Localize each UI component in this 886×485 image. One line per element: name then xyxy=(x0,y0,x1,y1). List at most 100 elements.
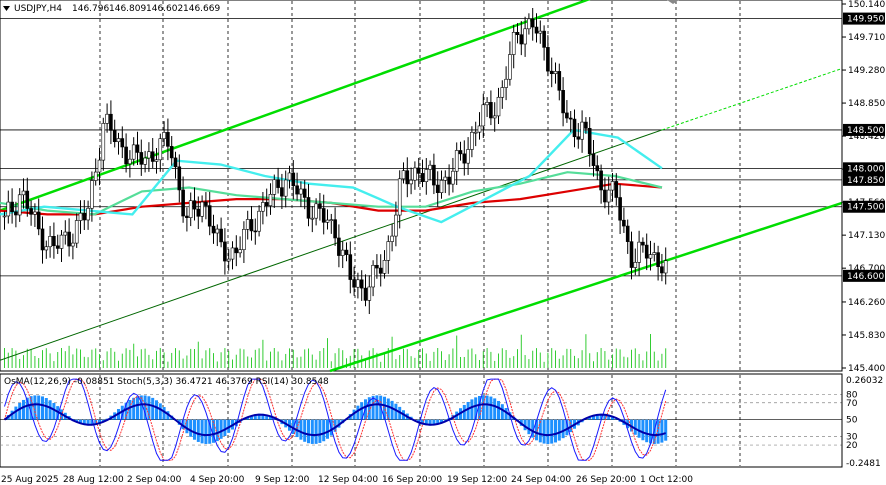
osma-bar xyxy=(554,419,557,443)
candle-body xyxy=(614,181,619,198)
candle-body xyxy=(557,71,562,91)
candle-body xyxy=(416,167,421,174)
osma-bar xyxy=(132,397,136,420)
level-label: 70 xyxy=(846,399,858,409)
candle-body xyxy=(283,179,288,197)
channel-lower-line[interactable] xyxy=(329,201,843,373)
candle-body xyxy=(511,31,516,55)
shift-marker-icon[interactable] xyxy=(667,0,679,4)
osma-bar xyxy=(79,419,82,424)
trend-channel[interactable] xyxy=(0,0,843,373)
candle-body xyxy=(226,258,231,262)
candle-body xyxy=(337,237,341,256)
osma-bar xyxy=(466,401,470,420)
osma-bar xyxy=(18,402,22,420)
osma-bar xyxy=(326,419,329,439)
time-label: 4 Sep 20:00 xyxy=(190,475,245,485)
candle-body xyxy=(466,149,470,164)
candle-body xyxy=(561,90,565,114)
candle-body xyxy=(204,201,208,206)
candle-body xyxy=(629,241,634,268)
channel-mid-line[interactable] xyxy=(0,129,663,361)
osma-bar xyxy=(417,419,421,423)
ma-fast-line xyxy=(0,128,663,224)
candle-body xyxy=(584,121,588,129)
candle-body xyxy=(295,185,299,195)
osma-bar xyxy=(333,419,337,432)
osma-bar xyxy=(219,419,223,439)
candle-body xyxy=(158,138,163,161)
candle-body xyxy=(382,260,387,274)
candle-body xyxy=(477,125,482,133)
osma-bar xyxy=(523,419,527,431)
osma-bar xyxy=(33,395,37,420)
osma-bar xyxy=(124,402,128,420)
candle-body xyxy=(166,132,170,147)
candle-body xyxy=(420,173,425,182)
candle-body xyxy=(523,28,527,45)
osma-bar xyxy=(181,419,185,430)
candle-body xyxy=(74,220,79,244)
osma-bar xyxy=(550,419,554,444)
low-price: 146.602 xyxy=(146,4,183,14)
osma-bar xyxy=(557,419,561,441)
candle-body xyxy=(462,153,467,164)
stochastic-lines xyxy=(3,378,667,461)
candle-body xyxy=(6,201,11,217)
osma-bar xyxy=(303,419,307,442)
level-label: 30 xyxy=(846,433,858,443)
candle-body xyxy=(542,30,546,48)
candle-body xyxy=(188,200,193,218)
candle-body xyxy=(299,188,303,195)
time-label: 28 Aug 12:00 xyxy=(63,475,124,485)
candle-body xyxy=(622,219,626,227)
candle-body xyxy=(154,159,159,162)
osma-bar xyxy=(101,419,105,422)
symbol-dropdown-icon[interactable] xyxy=(3,6,10,11)
osma-bar xyxy=(22,399,25,420)
osma-bar xyxy=(462,404,466,420)
candle-body xyxy=(67,231,71,247)
osma-bar xyxy=(428,419,432,426)
open-price: 146.796 xyxy=(72,4,109,14)
candle-body xyxy=(580,121,584,140)
osma-bar xyxy=(25,397,29,420)
candle-body xyxy=(116,138,121,143)
candle-body xyxy=(36,211,41,230)
osma-bar xyxy=(215,419,219,442)
osma-bar xyxy=(261,413,265,420)
candle-body xyxy=(401,170,406,180)
candle-body xyxy=(481,104,486,127)
channel-mid-extension[interactable] xyxy=(661,68,843,131)
price-tick-label: 146.260 xyxy=(848,298,885,308)
candlesticks xyxy=(2,7,668,315)
candle-body xyxy=(17,194,22,216)
candle-body xyxy=(610,181,615,191)
stoch-main-line xyxy=(4,378,667,461)
osma-bar xyxy=(421,419,424,424)
osma-bar xyxy=(603,413,607,420)
osma-bar xyxy=(633,419,637,435)
osma-bar xyxy=(588,417,592,420)
osma-bar xyxy=(272,418,276,420)
candle-body xyxy=(500,87,505,98)
osma-bar xyxy=(375,395,379,420)
candle-body xyxy=(314,203,318,219)
osma-bar xyxy=(531,419,535,438)
candle-body xyxy=(230,247,235,260)
candle-body xyxy=(109,113,113,131)
channel-upper-line[interactable] xyxy=(0,0,610,212)
candle-body xyxy=(223,241,227,262)
candle-body xyxy=(276,179,280,188)
candle-body xyxy=(348,254,353,280)
osma-bar xyxy=(470,399,474,420)
candle-body xyxy=(97,159,102,173)
osma-bar xyxy=(352,409,356,420)
symbol-label: USDJPY,H4 xyxy=(14,4,62,14)
time-label: 25 Aug 2025 xyxy=(1,475,59,485)
candle-body xyxy=(48,236,52,248)
candle-body xyxy=(470,131,474,150)
candle-body xyxy=(432,164,436,186)
osma-bar xyxy=(641,419,645,441)
